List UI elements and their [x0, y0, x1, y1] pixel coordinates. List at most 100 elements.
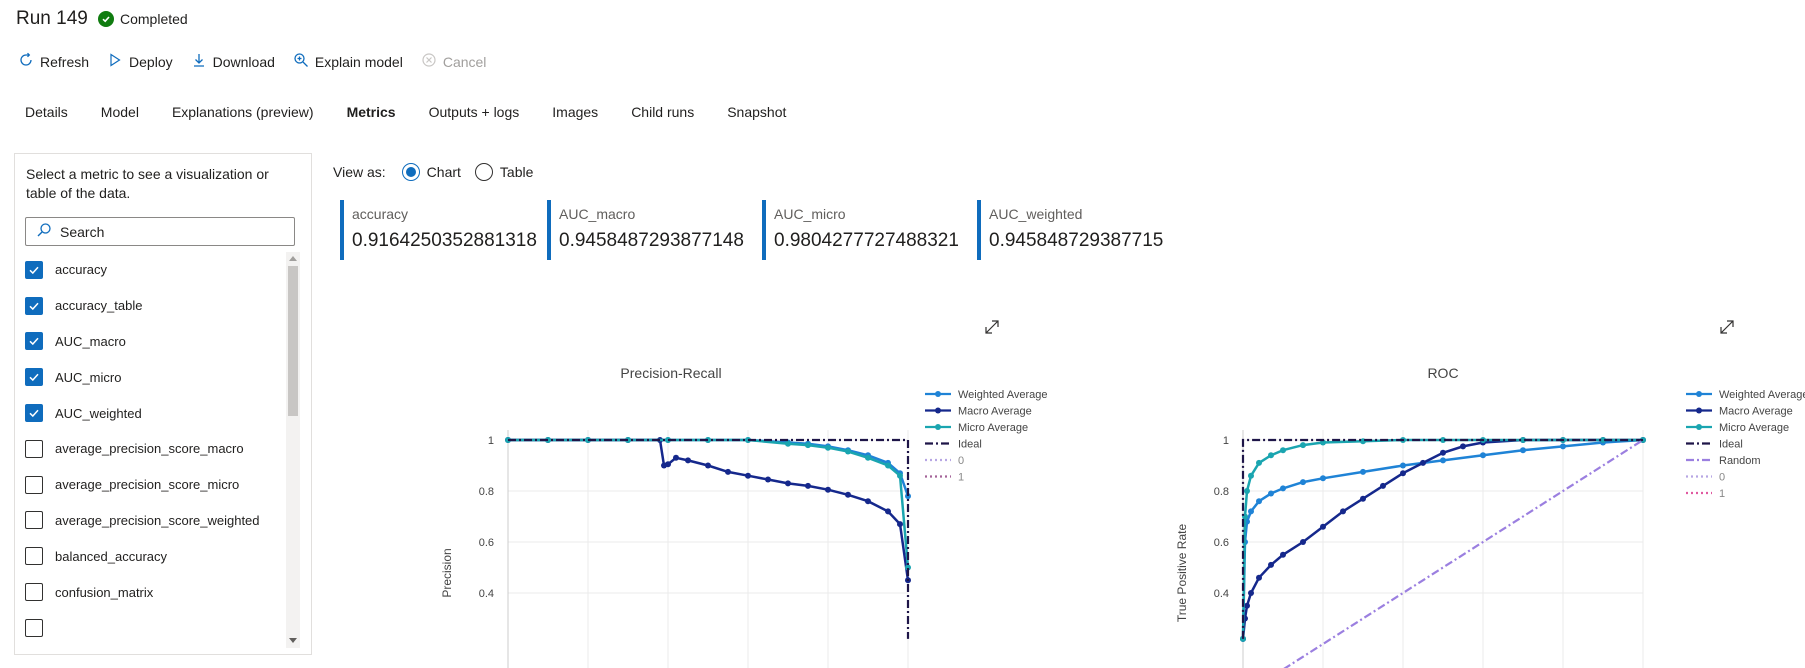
cancel-button[interactable]: Cancel [421, 52, 487, 71]
metric-label: accuracy [55, 262, 108, 278]
data-point [1256, 459, 1262, 466]
tab-images[interactable]: Images [552, 104, 599, 120]
data-point [897, 472, 903, 479]
series-line-random [1283, 439, 1644, 668]
legend-marker [1696, 391, 1702, 397]
refresh-button[interactable]: Refresh [18, 52, 89, 71]
checkbox-checked-icon[interactable] [25, 368, 43, 387]
data-point [905, 564, 911, 571]
tab-model[interactable]: Model [100, 104, 139, 120]
checkbox-icon[interactable] [25, 511, 43, 530]
tab-metrics[interactable]: Metrics [346, 104, 396, 120]
legend-label: Micro Average [958, 422, 1028, 434]
legend-label: Weighted Average [958, 389, 1048, 401]
checkbox-icon[interactable] [25, 439, 43, 458]
data-point [765, 476, 771, 483]
metric-card-name: AUC_micro [774, 206, 846, 222]
search-icon [36, 222, 52, 241]
scroll-down-icon[interactable] [289, 638, 297, 644]
data-point [845, 491, 851, 498]
legend-label: 1 [958, 472, 964, 484]
data-point [1240, 635, 1246, 642]
data-point [1440, 449, 1446, 456]
data-point [673, 454, 679, 461]
view-as-label: View as: [333, 164, 386, 180]
data-point [897, 521, 903, 528]
metric-list-item[interactable]: AUC_weighted [25, 395, 285, 431]
series-line-micro-average [508, 438, 910, 568]
checkbox-icon[interactable] [25, 583, 43, 602]
metric-label: AUC_weighted [55, 405, 142, 421]
y-tick-label: 0.6 [1214, 537, 1229, 549]
data-point [1380, 482, 1386, 489]
metric-list-item[interactable]: confusion_matrix [25, 574, 285, 610]
data-point [705, 462, 711, 469]
metric-list-item[interactable]: AUC_micro [25, 359, 285, 395]
data-point [1280, 551, 1286, 558]
metric-list-item[interactable]: accuracy [25, 252, 285, 288]
view-as-group: View as: Chart Table [333, 163, 547, 181]
checkbox-icon[interactable] [25, 475, 43, 494]
metric-list-item-partial[interactable] [25, 610, 285, 646]
metric-list-item[interactable]: accuracy_table [25, 288, 285, 324]
metric-label: accuracy_table [55, 298, 143, 314]
checkbox-checked-icon[interactable] [25, 332, 43, 351]
y-tick-label: 0.4 [1214, 588, 1229, 600]
metric-list-item[interactable]: balanced_accuracy [25, 538, 285, 574]
metric-label: AUC_micro [55, 369, 122, 385]
expand-icon[interactable] [1718, 318, 1736, 336]
precision-recall-chart: Precision-Recall 1 0.8 0.6 0.4 Precision Weigh… [440, 365, 1048, 668]
data-point [1248, 472, 1254, 479]
data-point [845, 448, 851, 455]
metric-card-accuracy: accuracy 0.9164250352881318 [340, 200, 537, 260]
tab-outputs-logs[interactable]: Outputs + logs [428, 104, 520, 120]
data-point [1300, 539, 1306, 545]
data-point [1440, 457, 1446, 464]
radio-unselected-icon [474, 163, 493, 181]
tab-snapshot[interactable]: Snapshot [727, 104, 787, 120]
legend-label: Micro Average [1719, 422, 1789, 434]
checkbox-checked-icon[interactable] [25, 296, 43, 315]
table-radio-label: Table [499, 164, 534, 180]
y-tick-label: 0.4 [479, 588, 494, 600]
legend-label: Random [1719, 455, 1761, 467]
data-point [1268, 561, 1274, 568]
checkbox-checked-icon[interactable] [25, 404, 43, 423]
download-button[interactable]: Download [191, 52, 275, 71]
chart-radio[interactable]: Chart [401, 163, 461, 181]
legend-label: Weighted Average [1719, 389, 1805, 401]
metric-list-item[interactable]: average_precision_score_micro [25, 467, 285, 503]
checkbox-checked-icon[interactable] [25, 260, 43, 279]
scrollbar[interactable] [286, 252, 300, 648]
explain-model-button[interactable]: Explain model [293, 52, 403, 71]
deploy-button[interactable]: Deploy [107, 52, 173, 71]
expand-icon[interactable] [983, 318, 1001, 336]
data-point [1400, 462, 1406, 469]
checkbox-icon[interactable] [25, 547, 43, 566]
metric-card-value: 0.9458487293877148 [559, 230, 744, 251]
data-point [1320, 523, 1326, 530]
metric-label: average_precision_score_macro [55, 441, 244, 457]
table-radio[interactable]: Table [474, 163, 534, 181]
cancel-label: Cancel [442, 53, 487, 70]
data-point [1400, 470, 1406, 477]
data-point [725, 468, 731, 475]
metric-label: average_precision_score_micro [55, 477, 240, 493]
data-point [1256, 498, 1262, 505]
metric-label: average_precision_score_weighted [55, 512, 260, 528]
scroll-up-icon[interactable] [289, 255, 297, 261]
metric-list-item[interactable]: AUC_macro [25, 324, 285, 360]
metric-card-name: accuracy [352, 206, 409, 222]
search-input[interactable]: Search [25, 217, 295, 246]
metric-list-item[interactable]: average_precision_score_macro [25, 431, 285, 467]
tab-child-runs[interactable]: Child runs [631, 104, 695, 120]
tab-explanations[interactable]: Explanations (preview) [171, 104, 314, 120]
zoom-in-icon [293, 52, 309, 71]
metric-list-item[interactable]: average_precision_score_weighted [25, 503, 285, 539]
y-tick-label: 1 [488, 435, 494, 447]
scroll-thumb[interactable] [288, 266, 298, 416]
checkbox-icon[interactable] [25, 618, 43, 637]
download-label: Download [212, 53, 275, 70]
data-point [1520, 437, 1526, 443]
tab-details[interactable]: Details [25, 104, 68, 120]
